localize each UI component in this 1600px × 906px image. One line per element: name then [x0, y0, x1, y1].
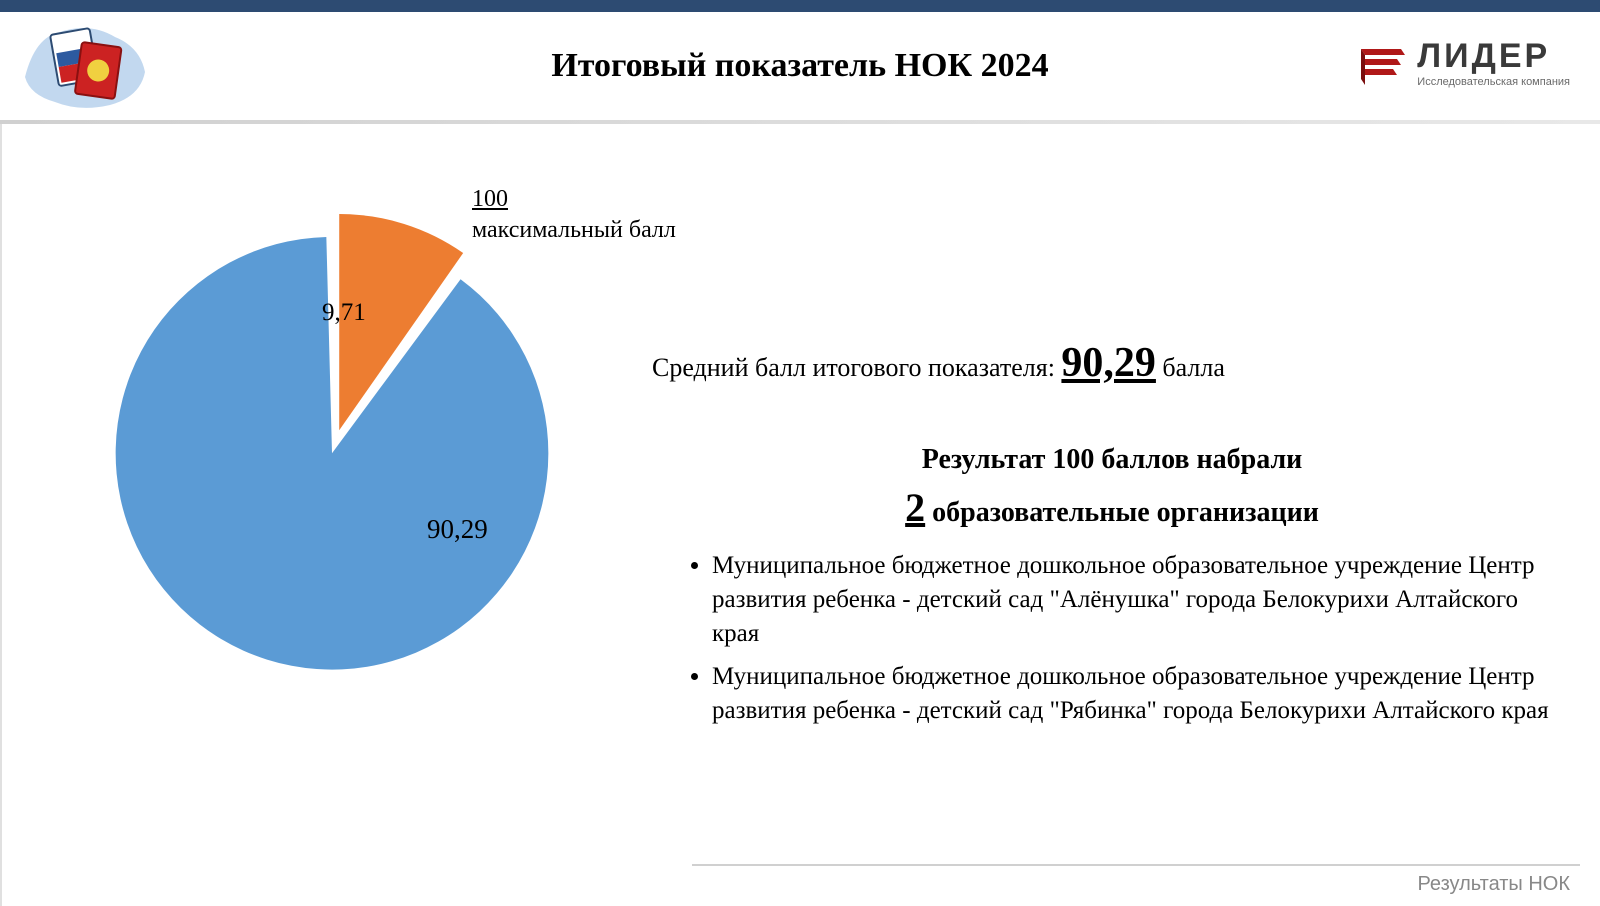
pie-chart: 90,29 9,71 — [82, 184, 582, 684]
org-list: Муниципальное бюджетное дошкольное образ… — [662, 549, 1562, 728]
org-item: Муниципальное бюджетное дошкольное образ… — [712, 660, 1562, 728]
footer-line — [692, 864, 1580, 866]
page-title: Итоговый показатель НОК 2024 — [30, 47, 1570, 85]
max-score-label: 100 максимальный балл — [472, 184, 676, 246]
result-count-suffix: образовательные организации — [925, 497, 1319, 528]
company-logo: ЛИДЕР Исследовательская компания — [1353, 37, 1570, 88]
footer-note: Результаты НОК — [1417, 873, 1570, 896]
result-block: Результат 100 баллов набрали 2 образоват… — [662, 444, 1562, 738]
org-item: Муниципальное бюджетное дошкольное образ… — [712, 549, 1562, 650]
slice-label-main: 90,29 — [427, 514, 488, 545]
max-score-value: 100 — [472, 186, 508, 212]
avg-suffix: балла — [1156, 353, 1225, 382]
result-heading: Результат 100 баллов набрали — [662, 444, 1562, 476]
slice-label-minor: 9,71 — [322, 299, 366, 327]
result-count: 2 — [905, 485, 925, 530]
content-area: 90,29 9,71 100 максимальный балл Средний… — [0, 124, 1600, 906]
company-tagline: Исследовательская компания — [1417, 76, 1570, 88]
header: Итоговый показатель НОК 2024 ЛИДЕР Иссле… — [0, 0, 1600, 124]
lider-icon — [1353, 39, 1409, 87]
max-score-text: максимальный балл — [472, 217, 676, 243]
region-logo — [20, 17, 150, 112]
header-border-top — [0, 0, 1600, 12]
average-score-line: Средний балл итогового показателя: 90,29… — [652, 339, 1225, 387]
company-name: ЛИДЕР — [1417, 37, 1570, 76]
header-main: Итоговый показатель НОК 2024 ЛИДЕР Иссле… — [0, 12, 1600, 120]
avg-prefix: Средний балл итогового показателя: — [652, 353, 1061, 382]
avg-value: 90,29 — [1061, 340, 1156, 386]
result-subheading: 2 образовательные организации — [662, 484, 1562, 531]
